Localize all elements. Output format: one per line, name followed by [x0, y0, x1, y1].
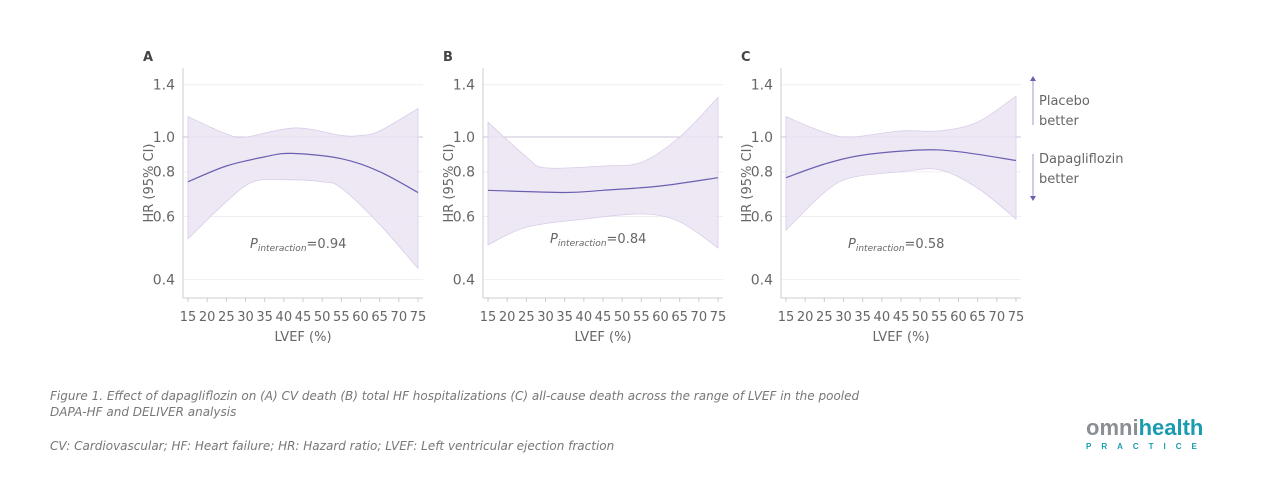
x-tick-label: 75: [710, 310, 727, 325]
y-tick-label: 0.6: [153, 209, 175, 225]
x-tick-label: 15: [480, 310, 497, 325]
y-tick-label: 0.8: [153, 165, 175, 181]
logo-omni: omni: [1086, 415, 1139, 440]
y-tick-label: 0.4: [153, 273, 175, 289]
x-tick-label: 75: [1008, 310, 1025, 325]
x-tick-label: 30: [537, 310, 554, 325]
hr-line: [785, 149, 1017, 179]
y-tick-label: 0.6: [751, 209, 773, 225]
y-tick-label: 0.4: [751, 273, 773, 289]
confidence-band: [785, 95, 1017, 231]
omnihealth-logo: omnihealth PRACTICE: [1086, 415, 1207, 452]
y-axis-label: HR (95% CI): [142, 143, 157, 222]
x-tick-label: 60: [652, 310, 669, 325]
x-tick-label: 35: [256, 310, 273, 325]
y-tick-label: 1.4: [751, 78, 773, 94]
chart-area: A0.40.60.81.01.415 20 25 30 35 40 45 50 55 60 65 70…: [142, 50, 1036, 345]
x-tick-label: 65: [671, 310, 688, 325]
y-tick-label: 0.4: [453, 273, 475, 289]
x-tick-label: 50: [614, 310, 631, 325]
confidence-band: [187, 107, 419, 270]
panel-label-B: B: [443, 50, 453, 65]
x-tick-label: 15: [778, 310, 795, 325]
x-tick-label: 50: [314, 310, 331, 325]
y-tick-label: 1.0: [453, 130, 475, 146]
x-tick-label: 40: [576, 310, 593, 325]
y-tick-label: 1.4: [453, 78, 475, 94]
x-tick-label: 65: [969, 310, 986, 325]
panel-label-C: C: [741, 50, 751, 65]
x-tick-label: 20: [499, 310, 516, 325]
x-tick-label: 50: [912, 310, 929, 325]
abbreviations: CV: Cardiovascular; HF: Heart failure; H…: [50, 439, 615, 453]
y-tick-label: 0.6: [453, 209, 475, 225]
x-tick-label: 30: [237, 310, 254, 325]
x-tick-label: 35: [854, 310, 871, 325]
x-tick-label: 30: [835, 310, 852, 325]
x-axis-label: LVEF (%): [274, 330, 331, 345]
hr-line: [187, 152, 419, 194]
x-tick-label: 20: [797, 310, 814, 325]
arrow-up-icon: [1030, 76, 1036, 81]
x-axis-label: LVEF (%): [574, 330, 631, 345]
x-tick-label: 40: [276, 310, 293, 325]
x-tick-label: 45: [595, 310, 612, 325]
x-tick-label: 25: [518, 310, 535, 325]
confidence-band: [487, 96, 719, 249]
x-tick-label: 25: [218, 310, 235, 325]
panel-label-A: A: [143, 50, 153, 65]
arrow-down-icon: [1030, 196, 1036, 201]
x-tick-label: 55: [633, 310, 650, 325]
x-tick-label: 20: [199, 310, 216, 325]
y-axis-label: HR (95% CI): [740, 143, 755, 222]
y-tick-label: 1.4: [153, 78, 175, 94]
x-tick-label: 35: [556, 310, 573, 325]
y-tick-label: 0.8: [751, 165, 773, 181]
x-tick-label: 70: [989, 310, 1006, 325]
p-interaction-label: Pinteraction=0.58: [848, 237, 944, 254]
x-tick-label: 70: [691, 310, 708, 325]
logo-practice: PRACTICE: [1086, 442, 1207, 451]
x-tick-label: 75: [410, 310, 427, 325]
x-tick-label: 55: [333, 310, 350, 325]
legend-placebo-better: Placebo better: [1039, 94, 1090, 129]
legend-dapagliflozin-better: Dapagliflozin better: [1039, 152, 1124, 187]
x-tick-label: 65: [371, 310, 388, 325]
x-tick-label: 45: [893, 310, 910, 325]
x-tick-label: 15: [180, 310, 197, 325]
x-tick-label: 60: [352, 310, 369, 325]
x-tick-label: 40: [874, 310, 891, 325]
p-interaction-label: Pinteraction=0.84: [550, 232, 646, 249]
x-tick-label: 70: [391, 310, 408, 325]
x-tick-label: 25: [816, 310, 833, 325]
y-tick-label: 1.0: [751, 130, 773, 146]
x-tick-label: 45: [295, 310, 312, 325]
x-axis-label: LVEF (%): [872, 330, 929, 345]
y-tick-label: 1.0: [153, 130, 175, 146]
p-interaction-label: Pinteraction=0.94: [250, 237, 346, 254]
logo-health: health: [1138, 415, 1204, 440]
x-tick-label: 55: [931, 310, 948, 325]
x-tick-label: 60: [950, 310, 967, 325]
hr-line: [487, 177, 719, 194]
figure-caption: Figure 1. Effect of dapagliflozin on (A)…: [50, 389, 860, 419]
y-axis-label: HR (95% CI): [442, 143, 457, 222]
y-tick-label: 0.8: [453, 165, 475, 181]
